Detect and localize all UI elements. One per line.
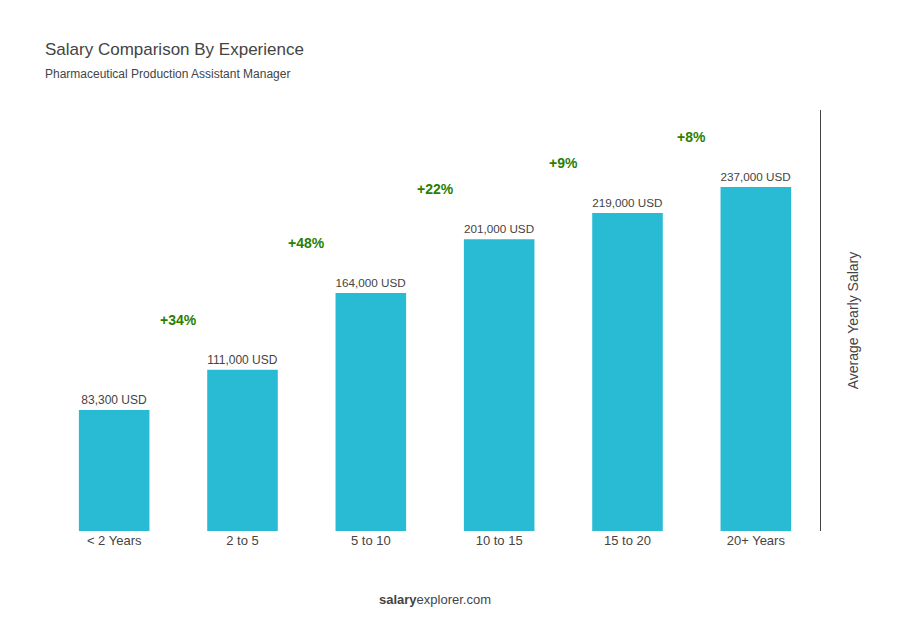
svg-text:Salary Comparison By Experienc: Salary Comparison By Experience	[45, 40, 304, 59]
svg-text:219,000 USD: 219,000 USD	[592, 196, 662, 209]
svg-text:+34%: +34%	[160, 312, 197, 328]
svg-text:Average Yearly Salary: Average Yearly Salary	[845, 252, 861, 390]
svg-text:2 to 5: 2 to 5	[226, 533, 259, 548]
svg-text:164,000 USD: 164,000 USD	[336, 276, 406, 289]
svg-text:+8%: +8%	[677, 129, 706, 145]
svg-text:15 to 20: 15 to 20	[604, 533, 651, 548]
svg-text:+9%: +9%	[549, 155, 578, 171]
svg-text:salaryexplorer.com: salaryexplorer.com	[379, 592, 491, 607]
svg-text:+22%: +22%	[417, 181, 454, 197]
svg-text:20+ Years: 20+ Years	[727, 533, 786, 548]
svg-text:5 to 10: 5 to 10	[351, 533, 391, 548]
svg-text:< 2 Years: < 2 Years	[87, 533, 142, 548]
svg-text:201,000 USD: 201,000 USD	[464, 222, 534, 235]
svg-text:111,000 USD: 111,000 USD	[207, 353, 278, 367]
svg-text:10 to 15: 10 to 15	[476, 533, 523, 548]
svg-text:+48%: +48%	[288, 235, 325, 251]
svg-text:83,300 USD: 83,300 USD	[81, 393, 147, 407]
svg-text:237,000 USD: 237,000 USD	[721, 170, 791, 183]
svg-text:Pharmaceutical Production Assi: Pharmaceutical Production Assistant Mana…	[45, 67, 290, 81]
